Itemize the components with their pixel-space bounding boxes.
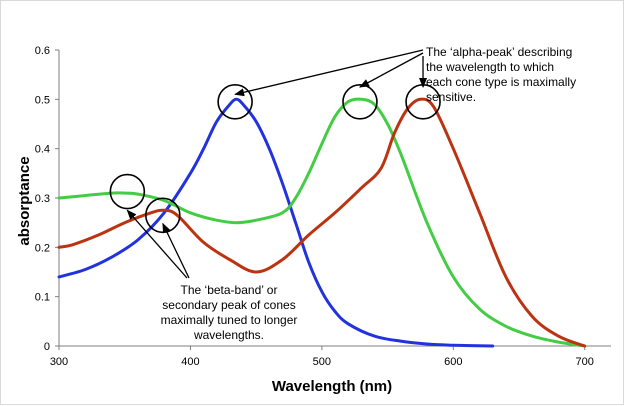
annotation-text-line: the wavelength to which (426, 60, 554, 74)
y-tick-label: 0.1 (35, 292, 50, 304)
annotation-arrow (235, 50, 423, 94)
y-tick-label: 0.3 (35, 193, 50, 205)
x-tick-label: 700 (576, 356, 594, 368)
y-tick-label: 0 (44, 341, 50, 353)
annotation-arrow (163, 224, 189, 278)
axes: 0 0.1 0.2 0.3 0.4 0.5 0.6 300 400 500 600 700 (35, 45, 611, 368)
x-tick-label: 400 (181, 356, 199, 368)
annotation-text-line: secondary peak of cones (162, 298, 295, 312)
y-tick-label: 0.2 (35, 242, 50, 254)
annotation-text-line: sensitive. (426, 90, 476, 104)
y-tick-label: 0.5 (35, 94, 50, 106)
x-axis-title: Wavelength (nm) (272, 378, 392, 395)
annotation-text-line: wavelengths. (193, 328, 264, 342)
annotation-text-line: maximally tuned to longer (161, 313, 298, 327)
y-axis-title: absorptance (16, 156, 33, 245)
y-tick-label: 0.4 (35, 144, 50, 156)
annotation-text-line: each cone type is maximally (426, 75, 576, 89)
annotation-text-line: The ‘beta-band’ or (181, 283, 278, 297)
x-tick-label: 600 (444, 356, 462, 368)
annotation-text-line: The ‘alpha-peak’ describing (426, 45, 572, 59)
peak-circle (218, 85, 252, 119)
x-tick-label: 300 (50, 356, 68, 368)
x-tick-label: 500 (313, 356, 331, 368)
y-tick-label: 0.6 (35, 45, 50, 57)
